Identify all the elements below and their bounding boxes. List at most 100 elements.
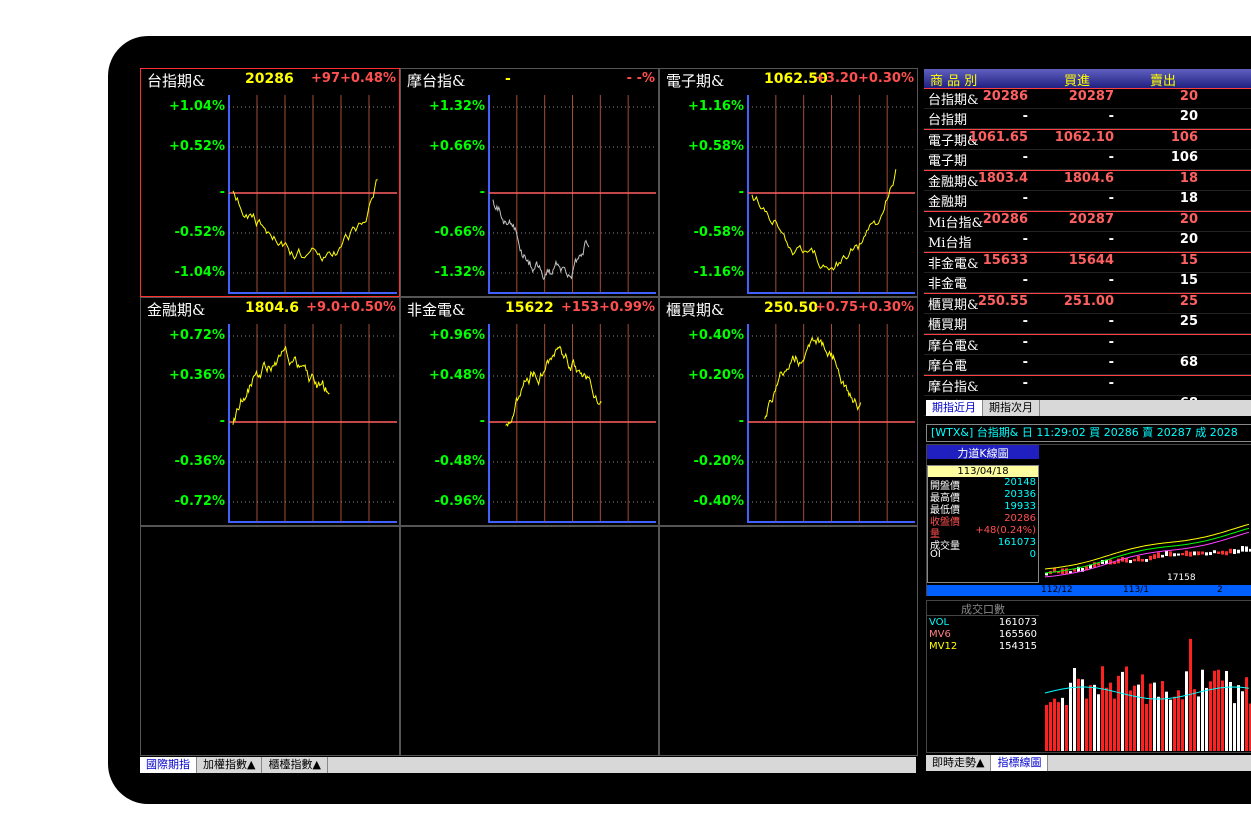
- candle: [1133, 558, 1136, 562]
- table-row[interactable]: 電子期& 1061.65 1062.10 106: [924, 129, 1251, 150]
- axis-label: -0.96%: [434, 494, 486, 509]
- table-row[interactable]: 摩台電& - -: [924, 334, 1251, 355]
- volume-bar: [1165, 691, 1168, 751]
- volume-title[interactable]: 成交口數: [927, 601, 1039, 616]
- last-value: 18: [1179, 191, 1198, 206]
- panel-name: 電子期&: [666, 72, 725, 90]
- ask-value: -: [1108, 335, 1114, 350]
- panel-title[interactable]: 非金電& 15622 +153+0.99%: [401, 298, 658, 319]
- candle: [1237, 549, 1240, 554]
- volume-bar: [1109, 682, 1112, 751]
- volume-stat-row: MV6 165560: [929, 629, 1037, 641]
- last-value: 15: [1179, 273, 1198, 288]
- panel-title[interactable]: 金融期& 1804.6 +9.0+0.50%: [141, 298, 399, 319]
- axis-label: -1.32%: [434, 265, 486, 280]
- table-row[interactable]: 非金電 - - 15: [924, 273, 1251, 293]
- table-row[interactable]: 摩台指& - -: [924, 375, 1251, 396]
- ask-value: 251.00: [1063, 294, 1114, 309]
- candle: [1105, 559, 1108, 564]
- stat-value: 161073: [997, 537, 1036, 548]
- table-row[interactable]: 櫃買期& 250.55 251.00 25: [924, 293, 1251, 314]
- candle: [1189, 551, 1192, 557]
- ask-value: -: [1108, 150, 1114, 165]
- table-row[interactable]: 金融期& 1803.4 1804.6 18: [924, 170, 1251, 191]
- empty-panel: [140, 526, 400, 756]
- ask-value: -: [1108, 232, 1114, 247]
- panel-name: 金融期&: [147, 301, 206, 319]
- volume-bar: [1153, 682, 1156, 751]
- tab-indicator[interactable]: 指標線圖: [991, 755, 1049, 771]
- kline-stat-row: OI 0: [928, 549, 1038, 561]
- tab-realtime[interactable]: 即時走勢▲: [926, 755, 992, 771]
- candle: [1213, 550, 1216, 554]
- ask-value: 20287: [1068, 212, 1114, 227]
- stat-label: 成交量: [930, 541, 960, 552]
- candle: [1129, 559, 1132, 564]
- tab-international[interactable]: 國際期指: [140, 757, 197, 773]
- intraday-chart: [488, 95, 656, 294]
- axis-label: -: [219, 414, 225, 429]
- volume-bar: [1137, 684, 1140, 751]
- stat-label: OI: [930, 549, 941, 560]
- product-name: 摩台指&: [928, 380, 979, 395]
- volume-bar: [1053, 698, 1056, 751]
- table-row[interactable]: 台指期 - - 20: [924, 109, 1251, 129]
- candle: [1073, 569, 1076, 572]
- table-row[interactable]: 摩台電 - - 68: [924, 355, 1251, 375]
- candle: [1081, 567, 1084, 572]
- stat-label: 開盤價: [930, 481, 960, 492]
- bottom-tab-bar: 國際期指 加權指數▲ 櫃檯指數▲: [140, 757, 916, 773]
- candle: [1057, 570, 1060, 574]
- candle: [1149, 555, 1152, 561]
- last-value: 20: [1179, 109, 1198, 124]
- stat-value: 19933: [1004, 501, 1036, 512]
- last-value: 15: [1179, 253, 1198, 268]
- volume-bar: [1245, 677, 1248, 751]
- table-row[interactable]: 非金電& 15633 15644 15: [924, 252, 1251, 273]
- candle: [1209, 551, 1212, 556]
- table-row[interactable]: 金融期 - - 18: [924, 191, 1251, 211]
- table-row[interactable]: 櫃買期 - - 25: [924, 314, 1251, 334]
- candle: [1233, 549, 1236, 555]
- quote-header: 商 品 別 買進 賣出: [924, 69, 1251, 89]
- candle: [1137, 556, 1140, 562]
- panel-title[interactable]: 台指期& 20286 +97+0.48%: [141, 69, 399, 90]
- moving-average-line: [1044, 523, 1250, 570]
- volume-bar: [1169, 699, 1172, 751]
- table-row[interactable]: 電子期 - - 106: [924, 150, 1251, 170]
- table-row[interactable]: Mi台指 - - 20: [924, 232, 1251, 252]
- bid-value: -: [1022, 335, 1028, 350]
- panel-change: +9.0+0.50%: [306, 300, 396, 315]
- volume-bar: [1209, 681, 1212, 751]
- axis-label: -: [219, 185, 225, 200]
- tab-otc[interactable]: 櫃檯指數▲: [262, 757, 328, 773]
- intraday-chart: [488, 324, 656, 523]
- volume-bar: [1049, 702, 1052, 751]
- panel-title[interactable]: 摩台指& - - -%: [401, 69, 658, 90]
- tab-near-month[interactable]: 期指近月: [926, 400, 983, 416]
- volume-bar: [1181, 699, 1184, 751]
- panel-title[interactable]: 櫃買期& 250.50 +0.75+0.30%: [660, 298, 917, 319]
- product-name: 櫃買期&: [928, 298, 979, 313]
- table-row[interactable]: 台指期& 20286 20287 20: [924, 88, 1251, 109]
- panel-title[interactable]: 電子期& 1062.50 +3.20+0.30%: [660, 69, 917, 90]
- volume-bar: [1149, 683, 1152, 751]
- candle: [1201, 551, 1204, 555]
- stat-label: MV12: [929, 641, 958, 652]
- tab-next-month[interactable]: 期指次月: [983, 400, 1040, 416]
- axis-label: +0.48%: [429, 368, 485, 383]
- bid-value: 15633: [982, 253, 1028, 268]
- tab-taiex[interactable]: 加權指數▲: [197, 757, 263, 773]
- axis-label: +1.04%: [169, 99, 225, 114]
- kline-title[interactable]: 力道K線圖: [927, 445, 1039, 460]
- volume-bar: [1057, 702, 1060, 751]
- axis-label: +1.16%: [688, 99, 744, 114]
- kline-candles: [1044, 523, 1251, 578]
- header-bid: 買進: [1064, 74, 1091, 89]
- candle: [1241, 546, 1244, 552]
- table-row[interactable]: Mi台指& 20286 20287 20: [924, 211, 1251, 232]
- bid-value: 20286: [982, 212, 1028, 227]
- panel-change: +153+0.99%: [560, 300, 655, 315]
- intraday-chart: [747, 324, 915, 523]
- panel-change: - -%: [626, 71, 655, 86]
